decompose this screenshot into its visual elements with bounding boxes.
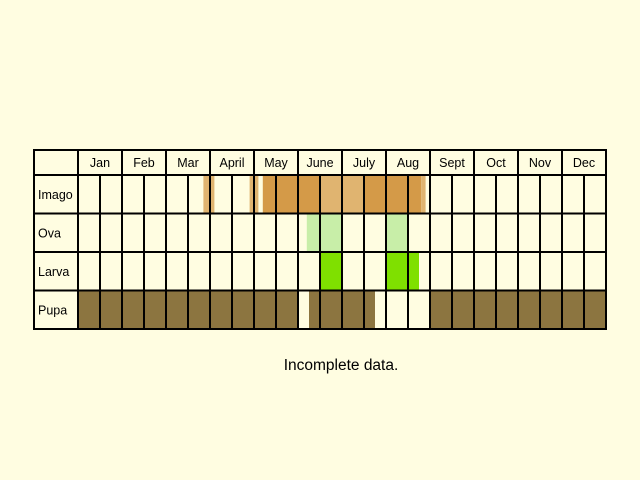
imago-presence-bar — [262, 175, 320, 214]
month-label: Aug — [397, 156, 419, 170]
month-label: June — [306, 156, 333, 170]
month-label: Oct — [486, 156, 506, 170]
incomplete-data-note: Incomplete data. — [283, 357, 399, 374]
month-label: Jan — [90, 156, 110, 170]
month-label: Nov — [529, 156, 552, 170]
month-label: Mar — [177, 156, 199, 170]
month-label: Sept — [439, 156, 465, 170]
chart-labels: Jan Feb Mar April May June July Aug Sept Oct Nov De… — [38, 156, 595, 317]
stage-label-ova: Ova — [38, 226, 61, 240]
month-label: Feb — [133, 156, 155, 170]
stage-label-pupa: Pupa — [38, 303, 67, 317]
imago-presence-bar — [421, 175, 426, 214]
stage-label-imago: Imago — [38, 188, 73, 202]
larva-presence-bar — [386, 252, 419, 291]
month-label: Dec — [573, 156, 595, 170]
grid-lines — [33, 149, 607, 330]
month-label: July — [353, 156, 376, 170]
larva-presence-bar — [320, 252, 342, 291]
ova-presence-bar — [306, 213, 342, 252]
ova-presence-bar — [386, 213, 408, 252]
month-label: April — [219, 156, 244, 170]
month-label: May — [264, 156, 288, 170]
imago-presence-bar — [203, 175, 215, 214]
stage-label-larva: Larva — [38, 265, 69, 279]
imago-presence-bar — [364, 175, 422, 214]
